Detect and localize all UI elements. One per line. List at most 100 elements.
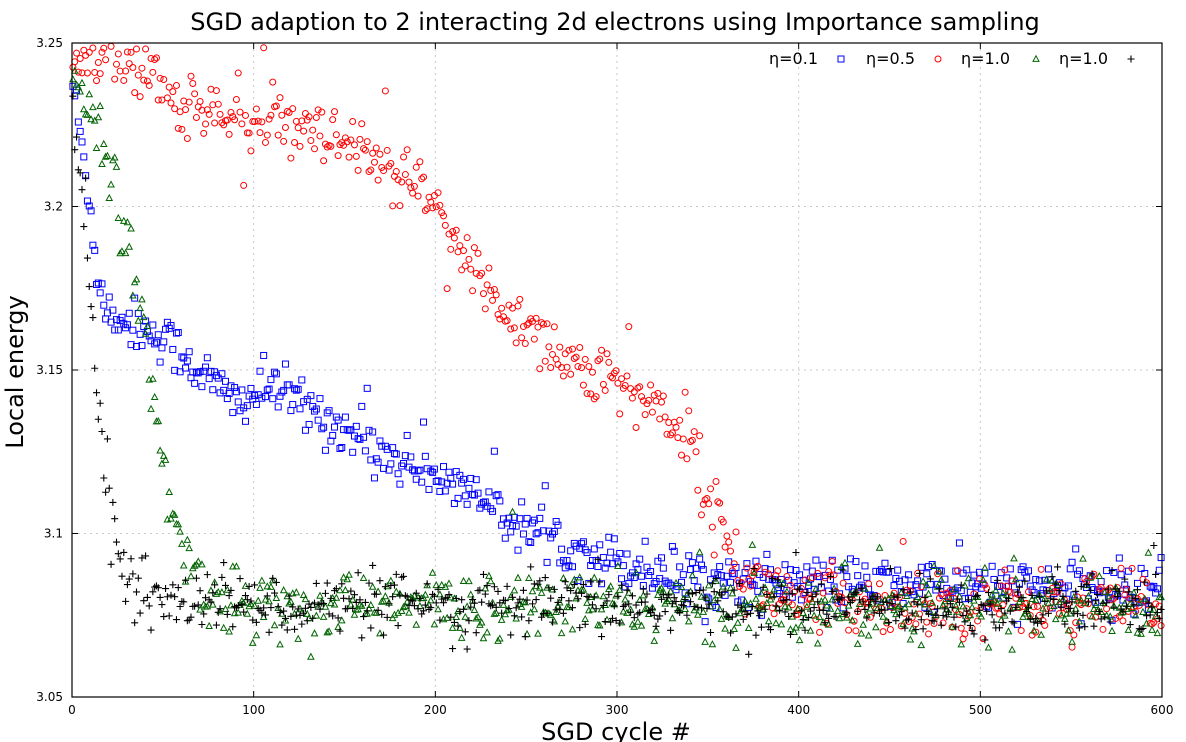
- plus-marker: [665, 591, 673, 599]
- plus-marker: [868, 592, 876, 600]
- circle-marker: [436, 201, 444, 209]
- triangle-marker: [821, 595, 829, 603]
- plus-marker: [685, 589, 693, 597]
- triangle-marker: [1079, 554, 1087, 562]
- plus-marker: [1150, 541, 1158, 549]
- plus-marker: [509, 593, 517, 601]
- circle-marker: [227, 108, 235, 116]
- square-marker: [688, 559, 696, 567]
- square-marker: [683, 600, 691, 608]
- circle-marker: [752, 564, 760, 572]
- plus-marker: [912, 626, 920, 634]
- circle-marker: [360, 145, 368, 153]
- square-marker: [687, 566, 695, 574]
- circle-marker: [612, 367, 620, 375]
- plus-marker: [180, 598, 188, 606]
- plus-marker: [96, 399, 104, 407]
- triangle-marker: [279, 586, 288, 594]
- y-tick-label: 3.15: [36, 363, 63, 377]
- triangle-marker: [1032, 54, 1040, 62]
- circle-marker: [676, 416, 684, 424]
- square-marker: [792, 567, 800, 575]
- square-marker: [509, 522, 517, 530]
- square-marker: [470, 491, 478, 499]
- square-marker: [149, 321, 157, 329]
- plus-marker: [378, 610, 386, 618]
- plus-marker: [365, 579, 373, 587]
- circle-marker: [100, 44, 108, 52]
- triangle-marker: [194, 557, 203, 565]
- circle-marker: [816, 628, 824, 636]
- triangle-marker: [902, 591, 911, 600]
- square-marker: [1110, 568, 1118, 576]
- plus-marker: [688, 590, 696, 598]
- plus-marker: [739, 615, 747, 623]
- triangle-marker: [301, 594, 310, 603]
- square-marker: [240, 404, 248, 412]
- square-marker: [198, 383, 206, 391]
- triangle-marker: [1011, 575, 1020, 583]
- square-marker: [541, 482, 549, 490]
- plus-marker: [514, 599, 522, 607]
- plus-marker: [721, 587, 729, 595]
- square-marker: [109, 306, 117, 314]
- plus-marker: [1019, 594, 1027, 602]
- series-triangle: [69, 66, 1165, 660]
- plus-marker: [607, 618, 615, 626]
- square-marker: [483, 502, 491, 510]
- plus-marker: [543, 609, 551, 617]
- plus-marker: [496, 599, 504, 607]
- triangle-marker: [534, 629, 542, 637]
- circle-marker: [303, 116, 311, 124]
- plus-marker: [981, 636, 989, 644]
- square-marker: [601, 564, 609, 572]
- plus-marker: [1143, 612, 1151, 620]
- plus-marker: [176, 602, 184, 610]
- circle-marker: [300, 127, 308, 135]
- plus-marker: [974, 591, 982, 599]
- square-marker: [452, 468, 460, 476]
- square-marker: [914, 577, 922, 585]
- plus-marker: [187, 613, 195, 621]
- circle-marker: [127, 48, 135, 56]
- circle-marker: [730, 560, 738, 568]
- circle-marker: [327, 142, 335, 150]
- triangle-marker: [688, 571, 697, 579]
- legend-label: η=1.0: [961, 49, 1010, 68]
- square-marker: [207, 367, 215, 375]
- plus-marker: [623, 586, 631, 594]
- plus-marker: [142, 552, 150, 560]
- square-marker: [1072, 545, 1080, 553]
- triangle-marker: [307, 652, 315, 660]
- triangle-marker: [970, 596, 978, 604]
- plus-marker: [859, 598, 867, 606]
- circle-marker: [594, 357, 602, 365]
- triangle-marker: [339, 573, 348, 581]
- circle-marker: [983, 584, 991, 592]
- square-marker: [111, 326, 119, 334]
- legend-label: η=0.1: [769, 49, 818, 68]
- circle-marker: [145, 81, 153, 89]
- plus-marker: [69, 92, 77, 100]
- circle-marker: [316, 132, 324, 140]
- square-marker: [425, 485, 433, 493]
- plus-marker: [783, 596, 791, 604]
- circle-marker: [961, 630, 969, 638]
- circle-marker: [272, 102, 280, 110]
- square-marker: [550, 527, 558, 535]
- square-marker: [781, 561, 789, 569]
- plus-marker: [476, 586, 484, 594]
- circle-marker: [1077, 601, 1085, 609]
- triangle-marker: [950, 584, 958, 593]
- triangle-marker: [921, 600, 929, 608]
- circle-marker: [705, 500, 713, 508]
- square-marker: [819, 561, 827, 569]
- plus-marker: [587, 578, 595, 586]
- plus-marker: [1074, 610, 1082, 618]
- plus-marker: [839, 566, 847, 574]
- triangle-marker: [437, 580, 446, 588]
- plus-marker: [1068, 598, 1076, 606]
- triangle-marker: [505, 605, 513, 613]
- triangle-marker: [873, 603, 882, 612]
- plus-marker: [558, 594, 566, 602]
